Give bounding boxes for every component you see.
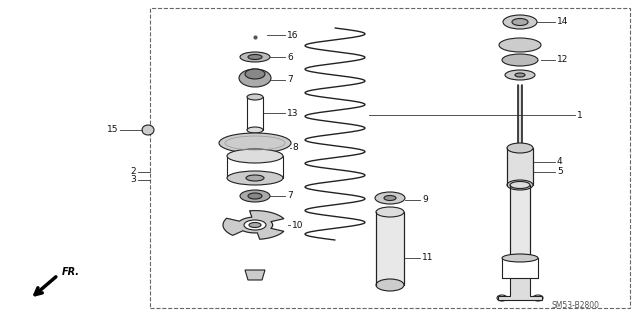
- Text: SM53-B2800: SM53-B2800: [551, 300, 599, 309]
- Text: 4: 4: [557, 158, 563, 167]
- Ellipse shape: [384, 196, 396, 201]
- Ellipse shape: [219, 133, 291, 153]
- Ellipse shape: [515, 73, 525, 77]
- Ellipse shape: [502, 254, 538, 262]
- Ellipse shape: [247, 127, 263, 133]
- Text: 9: 9: [422, 196, 428, 204]
- Ellipse shape: [497, 295, 507, 301]
- Ellipse shape: [510, 182, 530, 189]
- Text: 11: 11: [422, 254, 433, 263]
- Text: 12: 12: [557, 56, 568, 64]
- Bar: [518, 85, 522, 148]
- Text: 10: 10: [292, 220, 303, 229]
- Polygon shape: [498, 278, 542, 300]
- Ellipse shape: [533, 295, 543, 301]
- Ellipse shape: [505, 70, 535, 80]
- Text: FR.: FR.: [62, 267, 80, 277]
- Text: 16: 16: [287, 31, 298, 40]
- Text: 1: 1: [577, 110, 583, 120]
- Ellipse shape: [248, 55, 262, 60]
- Ellipse shape: [375, 192, 405, 204]
- Text: 8: 8: [292, 144, 298, 152]
- Bar: [507, 148, 533, 185]
- Ellipse shape: [376, 207, 404, 217]
- Bar: [510, 185, 530, 258]
- Ellipse shape: [240, 52, 270, 62]
- Text: 7: 7: [287, 191, 292, 201]
- Bar: [150, 8, 630, 308]
- Ellipse shape: [244, 220, 266, 230]
- Ellipse shape: [503, 15, 537, 29]
- Ellipse shape: [247, 94, 263, 100]
- Text: 5: 5: [557, 167, 563, 176]
- Ellipse shape: [227, 149, 283, 163]
- Ellipse shape: [227, 171, 283, 185]
- Text: 6: 6: [287, 53, 292, 62]
- Ellipse shape: [507, 143, 533, 153]
- Ellipse shape: [248, 193, 262, 199]
- Ellipse shape: [510, 255, 530, 262]
- Ellipse shape: [142, 125, 154, 135]
- Bar: [376, 212, 404, 285]
- Text: 13: 13: [287, 108, 298, 117]
- Text: 7: 7: [287, 76, 292, 85]
- Text: 15: 15: [106, 125, 118, 135]
- Ellipse shape: [502, 54, 538, 66]
- Text: 3: 3: [131, 175, 136, 184]
- Text: 2: 2: [131, 167, 136, 176]
- Ellipse shape: [240, 190, 270, 202]
- Ellipse shape: [499, 38, 541, 52]
- Ellipse shape: [376, 279, 404, 291]
- Polygon shape: [245, 270, 265, 280]
- Ellipse shape: [512, 19, 528, 26]
- Ellipse shape: [245, 69, 265, 79]
- Polygon shape: [223, 211, 284, 239]
- Ellipse shape: [239, 69, 271, 87]
- Ellipse shape: [249, 222, 261, 227]
- Ellipse shape: [507, 180, 533, 190]
- Text: 14: 14: [557, 18, 568, 26]
- Ellipse shape: [246, 175, 264, 181]
